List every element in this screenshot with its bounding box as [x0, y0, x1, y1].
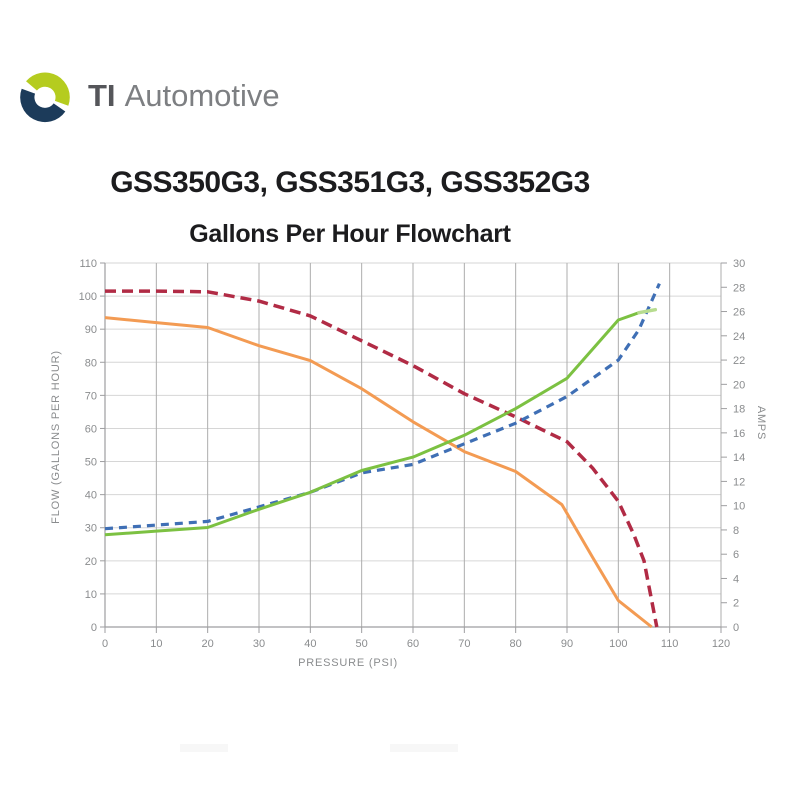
y-left-tick-label: 60	[85, 423, 97, 435]
y-left-tick-label: 50	[85, 457, 97, 469]
y-right-tick-label: 8	[733, 525, 739, 537]
logo-swirl-green	[26, 72, 70, 106]
amps-dashed-blue-line	[104, 282, 661, 531]
y-right-tick-label: 6	[733, 549, 739, 561]
x-tick-label: 30	[253, 638, 265, 650]
footer-faint-bar	[390, 744, 458, 752]
y-right-tick-label: 20	[733, 379, 745, 391]
y-right-tick-label: 10	[733, 501, 745, 513]
x-tick-label: 50	[356, 638, 368, 650]
ti-automotive-logo-icon	[20, 72, 70, 123]
x-tick-label: 60	[407, 638, 419, 650]
y-right-tick-label: 22	[733, 355, 745, 367]
x-tick-label: 70	[458, 638, 470, 650]
y-right-tick-label: 14	[733, 452, 745, 464]
chart-title: Gallons Per Hour Flowchart	[189, 220, 511, 248]
y-left-tick-label: 100	[79, 291, 97, 303]
x-tick-label: 100	[609, 638, 627, 650]
brand-name-rest: Automotive	[124, 78, 280, 113]
amps-solid-green-end-marker	[637, 307, 658, 315]
y-left-tick-label: 20	[85, 556, 97, 568]
brand-header: TI Automotive	[14, 62, 280, 130]
y-right-tick-label: 24	[733, 331, 745, 343]
brand-wordmark: TI Automotive	[88, 78, 280, 114]
y-right-axis-title: AMPS	[755, 406, 767, 440]
x-tick-label: 120	[712, 638, 730, 650]
y-right-tick-label: 28	[733, 282, 745, 294]
x-tick-label: 10	[150, 638, 162, 650]
y-left-tick-label: 90	[85, 324, 97, 336]
x-tick-label: 40	[304, 638, 316, 650]
y-right-tick-label: 12	[733, 476, 745, 488]
amps-solid-green-line	[104, 311, 640, 537]
x-tick-label: 0	[102, 638, 108, 650]
y-left-tick-label: 80	[85, 357, 97, 369]
y-right-tick-label: 26	[733, 307, 745, 319]
x-tick-label: 80	[510, 638, 522, 650]
x-tick-label: 90	[561, 638, 573, 650]
y-right-tick-label: 30	[733, 258, 745, 270]
y-right-tick-label: 0	[733, 622, 739, 634]
x-axis-title: PRESSURE (PSI)	[298, 657, 398, 669]
page-title: GSS350G3, GSS351G3, GSS352G3	[110, 166, 590, 199]
brand-name-bold: TI	[88, 78, 116, 113]
y-right-tick-label: 4	[733, 573, 739, 585]
y-right-tick-label: 2	[733, 598, 739, 610]
y-left-tick-label: 10	[85, 589, 97, 601]
y-left-axis-title: FLOW (GALLONS PER HOUR)	[50, 350, 62, 524]
y-left-tick-label: 30	[85, 523, 97, 535]
y-left-tick-label: 0	[91, 622, 97, 634]
x-tick-label: 110	[661, 638, 679, 650]
y-right-tick-label: 16	[733, 428, 745, 440]
footer-faint-bar	[180, 744, 228, 752]
y-right-tick-label: 18	[733, 404, 745, 416]
flow-low-solid-orange-line	[104, 316, 653, 629]
y-left-tick-label: 40	[85, 490, 97, 502]
x-tick-label: 20	[202, 638, 214, 650]
logo-swirl-navy	[20, 88, 66, 123]
y-left-tick-label: 110	[79, 258, 97, 270]
flow-high-dashed-red-line	[105, 289, 659, 628]
y-left-tick-label: 70	[85, 390, 97, 402]
